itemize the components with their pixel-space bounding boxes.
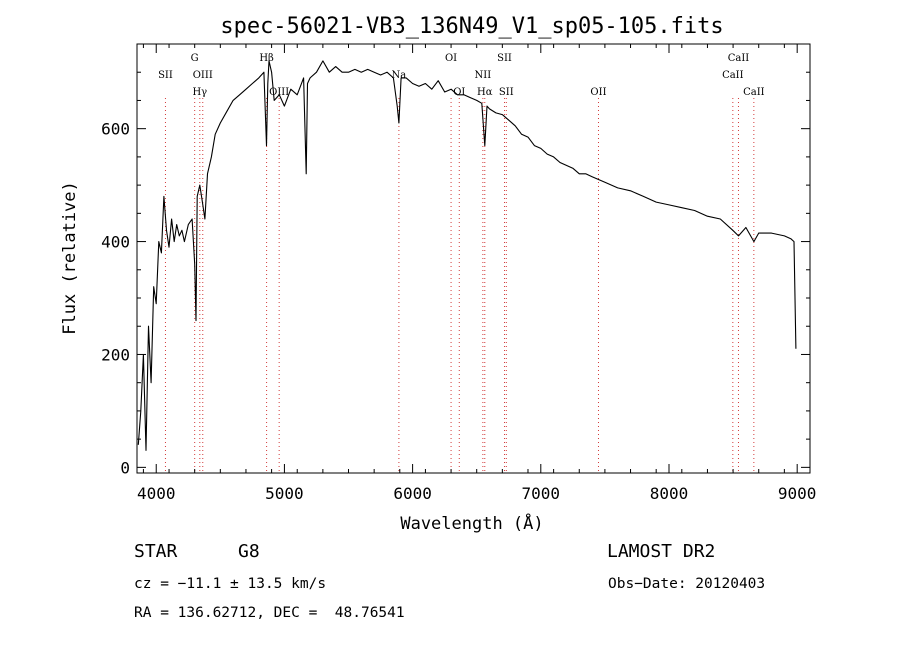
x-tick-label-2: 6000 [393,484,432,503]
x-tick-label-5: 9000 [778,484,817,503]
line-marker-label-1: G [191,53,199,64]
y-tick-label-0: 0 [120,458,130,477]
line-marker-label-6: Na [392,70,407,81]
line-marker-label-9: NII [475,70,492,81]
line-marker-label-8: OI [453,87,465,98]
spectrum-line-0 [137,60,797,451]
x-tick-label-4: 8000 [650,484,689,503]
y-tick-label-1: 200 [101,345,130,364]
line-marker-label-3: OIII [193,70,213,81]
redshift-text: cz = −11.1 ± 13.5 km/s [134,576,327,592]
survey-name: LAMOST DR2 [607,541,716,562]
x-tick-label-1: 5000 [265,484,304,503]
y-axis-label: Flux (relative) [60,181,80,335]
object-class: STAR [134,541,178,562]
line-marker-label-14: CaII [722,70,744,81]
line-marker-label-10: Hα [477,87,493,98]
y-tick-label-2: 400 [101,233,130,252]
line-marker-label-12: SII [499,87,514,98]
line-marker-label-15: CaII [728,53,750,64]
line-marker-label-11: SII [497,53,512,64]
x-tick-label-3: 7000 [522,484,561,503]
line-marker-label-0: SII [158,70,173,81]
coords-text: RA = 136.62712, DEC = 48.76541 [134,605,405,621]
plot-frame [136,43,811,474]
series-layer [137,60,797,451]
tick-layer: 4000 5000 6000 7000 8000 9000 0 200 400 600 [101,43,817,503]
y-tick-label-3: 600 [101,120,130,139]
line-marker-label-4: Hβ [259,53,274,64]
obs-date-text: Obs−Date: 20120403 [608,576,766,592]
x-tick-label-0: 4000 [137,484,176,503]
x-axis-label: Wavelength (Å) [400,512,543,534]
line-marker-label-13: OII [590,87,606,98]
object-subclass: G8 [238,541,260,562]
line-marker-label-16: CaII [743,87,765,98]
line-marker-label-5: OIII [269,87,289,98]
chart-title: spec-56021-VB3_136N49_V1_sp05-105.fits [220,14,723,39]
line-marker-layer: SII G Hγ OIII Hβ OIII Na OI OI NII Hα SII SII OII CaII… [158,53,765,473]
line-marker-label-2: Hγ [192,87,207,98]
line-marker-label-7: OI [445,53,457,64]
